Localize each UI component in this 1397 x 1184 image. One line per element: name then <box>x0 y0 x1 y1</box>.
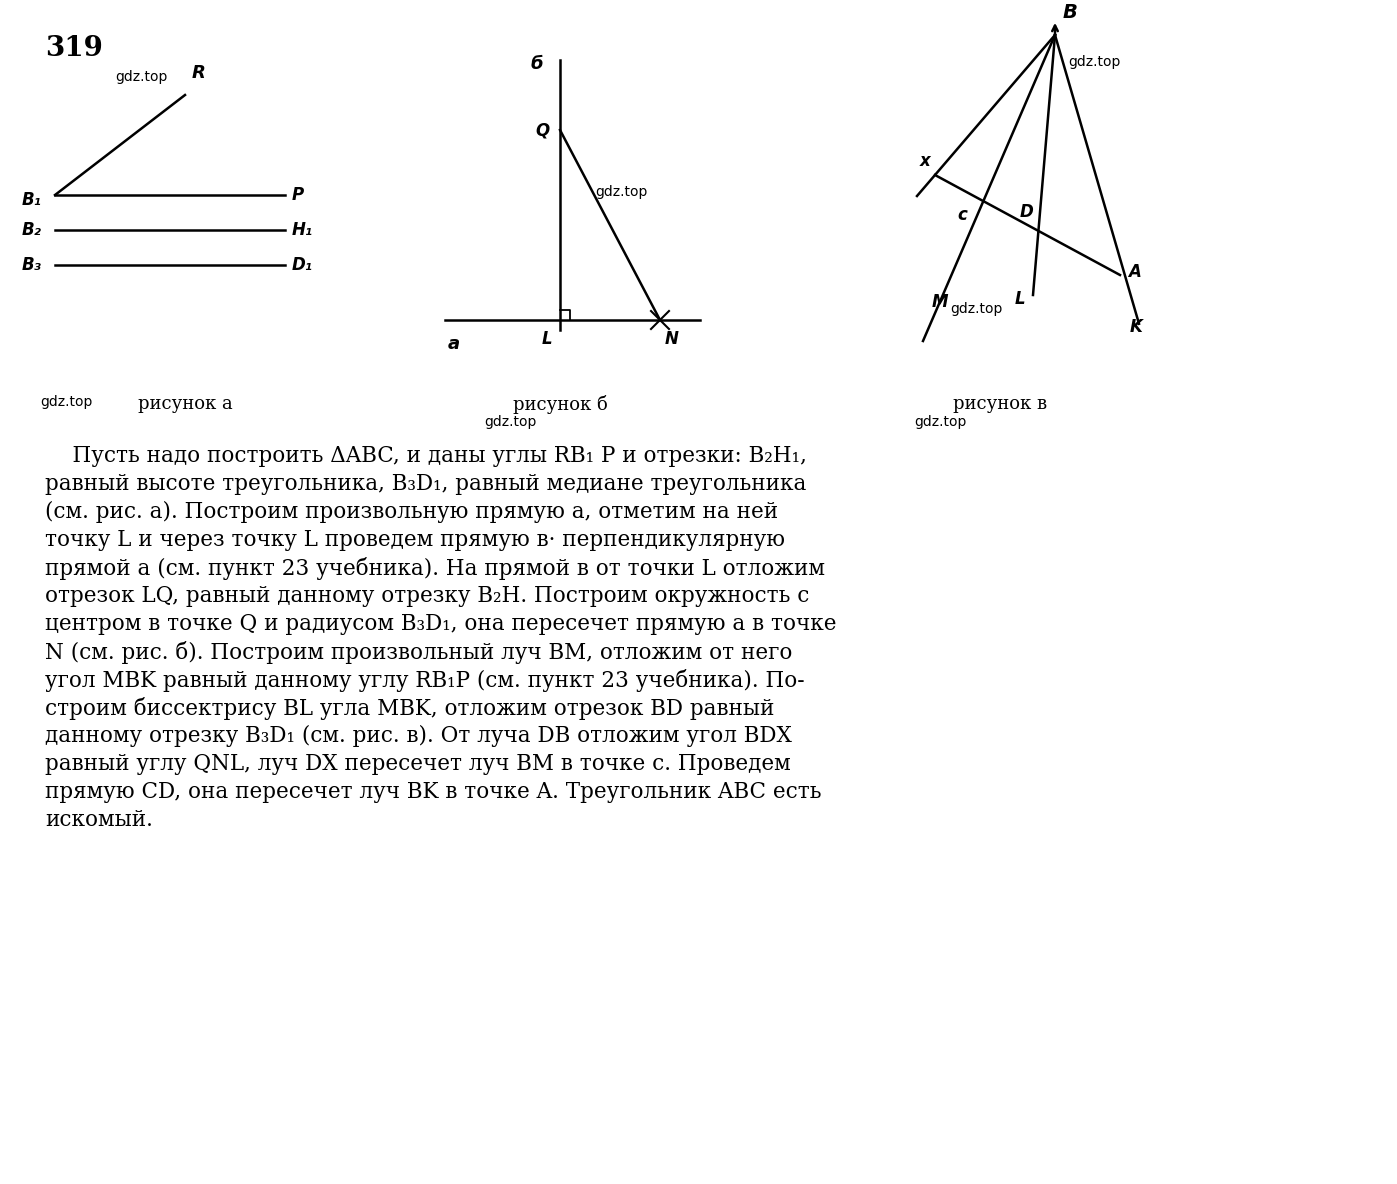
Text: K: K <box>1130 318 1143 336</box>
Text: N (см. рис. б). Построим произвольный луч BM, отложим от него: N (см. рис. б). Построим произвольный лу… <box>45 641 792 664</box>
Text: M: M <box>932 292 949 311</box>
Text: отрезок LQ, равный данному отрезку B₂H. Построим окружность с: отрезок LQ, равный данному отрезку B₂H. … <box>45 585 809 607</box>
Text: D₁: D₁ <box>292 256 313 274</box>
Text: прямую CD, она пересечет луч BK в точке A. Треугольник ABC есть: прямую CD, она пересечет луч BK в точке … <box>45 781 821 803</box>
Text: центром в точке Q и радиусом B₃D₁, она пересечет прямую а в точке: центром в точке Q и радиусом B₃D₁, она п… <box>45 613 837 635</box>
Text: P: P <box>292 186 305 204</box>
Text: gdz.top: gdz.top <box>950 302 1003 316</box>
Text: равный высоте треугольника, B₃D₁, равный медиане треугольника: равный высоте треугольника, B₃D₁, равный… <box>45 472 806 495</box>
Text: H₁: H₁ <box>292 221 313 239</box>
Text: B₂: B₂ <box>22 221 42 239</box>
Text: B₃: B₃ <box>22 256 42 274</box>
Text: B: B <box>1063 4 1078 22</box>
Text: искомый.: искомый. <box>45 809 152 831</box>
Text: A: A <box>1127 263 1141 281</box>
Text: gdz.top: gdz.top <box>1067 54 1120 69</box>
Text: рисунок а: рисунок а <box>138 395 232 413</box>
Text: x: x <box>919 152 930 170</box>
Text: B₁: B₁ <box>22 191 42 210</box>
Text: данному отрезку B₃D₁ (см. рис. в). От луча DB отложим угол BDX: данному отрезку B₃D₁ (см. рис. в). От лу… <box>45 725 792 747</box>
Text: R: R <box>191 64 205 82</box>
Text: c: c <box>957 206 967 224</box>
Text: прямой а (см. пункт 23 учебника). На прямой в от точки L отложим: прямой а (см. пункт 23 учебника). На пря… <box>45 556 826 580</box>
Text: gdz.top: gdz.top <box>115 70 168 84</box>
Text: а: а <box>448 335 460 353</box>
Text: 319: 319 <box>45 36 103 62</box>
Text: точку L и через точку L проведем прямую в· перпендикулярную: точку L и через точку L проведем прямую … <box>45 529 785 551</box>
Text: Пусть надо построить ΔABC, и даны углы RB₁ P и отрезки: B₂H₁,: Пусть надо построить ΔABC, и даны углы R… <box>45 445 807 466</box>
Text: б: б <box>531 54 543 73</box>
Text: равный углу QNL, луч DX пересечет луч BM в точке с. Проведем: равный углу QNL, луч DX пересечет луч BM… <box>45 753 791 776</box>
Text: gdz.top: gdz.top <box>914 416 967 429</box>
Text: L: L <box>1014 290 1025 308</box>
Text: рисунок б: рисунок б <box>513 395 608 414</box>
Text: Q: Q <box>536 121 550 139</box>
Text: рисунок в: рисунок в <box>953 395 1048 413</box>
Text: gdz.top: gdz.top <box>483 416 536 429</box>
Text: D: D <box>1020 202 1034 221</box>
Text: строим биссектрису BL угла MBK, отложим отрезок BD равный: строим биссектрису BL угла MBK, отложим … <box>45 697 774 720</box>
Text: gdz.top: gdz.top <box>595 185 647 199</box>
Text: угол MBK равный данному углу RB₁P (см. пункт 23 учебника). По-: угол MBK равный данному углу RB₁P (см. п… <box>45 669 805 691</box>
Text: N: N <box>665 330 679 348</box>
Text: gdz.top: gdz.top <box>41 395 92 408</box>
Text: L: L <box>542 330 552 348</box>
Text: (см. рис. а). Построим произвольную прямую а, отметим на ней: (см. рис. а). Построим произвольную прям… <box>45 501 778 523</box>
